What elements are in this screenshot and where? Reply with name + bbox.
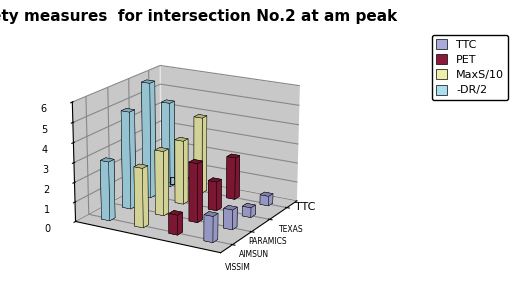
- Text: Safety measures  for intersection No.2 at am peak: Safety measures for intersection No.2 at…: [0, 9, 397, 24]
- Legend: TTC, PET, MaxS/10, -DR/2: TTC, PET, MaxS/10, -DR/2: [432, 35, 508, 100]
